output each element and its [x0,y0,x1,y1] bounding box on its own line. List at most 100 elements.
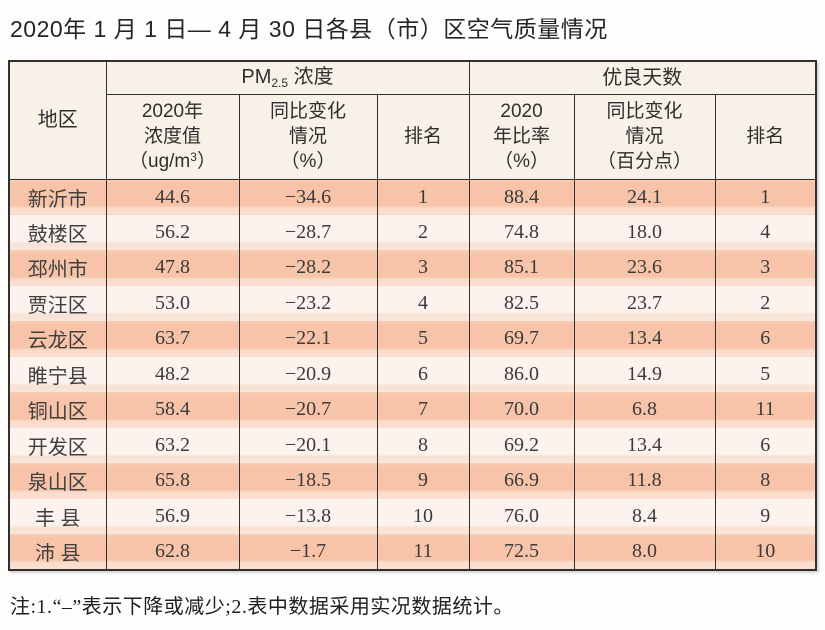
pm-change-cell: −1.7 [238,534,378,570]
days-change-cell: 8.4 [573,498,716,534]
pm-change-cell: −20.9 [238,356,378,392]
pm-value-cell: 65.8 [105,463,240,499]
pm-rank-cell: 5 [376,321,470,357]
days-rank-cell: 6 [714,321,817,357]
pm-change-cell: −20.7 [238,392,378,428]
pm-value-cell: 56.9 [105,498,240,534]
region-cell: 邳州市 [8,250,107,286]
days-rate-cell: 85.1 [468,250,575,286]
sub-header-row: 2020年 浓度值 （ug/m3） 同比变化 情况 （%） 排名 2020 年比… [9,93,817,180]
column-header-days-rate: 2020 年比率 （%） [468,93,575,180]
pm25-label: PM2.5 浓度 [241,65,334,90]
region-cell: 睢宁县 [8,356,107,392]
days-rate-cell: 82.5 [468,285,575,321]
days-rank-cell: 10 [714,534,817,570]
pm-change-cell: −22.1 [238,321,378,357]
pm-rank-cell: 1 [376,179,470,215]
table-row: 丰 县 56.9 −13.8 10 76.0 8.4 9 [8,498,817,534]
table-row: 邳州市 47.8 −28.2 3 85.1 23.6 3 [8,250,817,286]
days-rate-cell: 66.9 [468,463,575,499]
days-rank-cell: 6 [714,427,817,463]
region-cell: 贾汪区 [8,285,107,321]
pm-rank-cell: 11 [376,534,470,570]
days-rate-cell: 88.4 [468,179,575,215]
pm-value-cell: 48.2 [105,356,240,392]
days-rank-cell: 1 [714,179,817,215]
table-row: 鼓楼区 56.2 −28.7 2 74.8 18.0 4 [8,214,817,250]
days-change-cell: 14.9 [573,356,716,392]
days-rate-cell: 74.8 [468,214,575,250]
page-title: 2020年 1 月 1 日— 4 月 30 日各县（市）区空气质量情况 [10,16,608,42]
table-row: 睢宁县 48.2 −20.9 6 86.0 14.9 5 [8,356,817,392]
air-quality-table: 地区 PM2.5 浓度 优良天数 2020年 浓度值 （ug/m3） 同比变化 … [8,60,818,571]
days-rank-cell: 3 [714,250,817,286]
days-change-cell: 11.8 [573,463,716,499]
days-rank-cell: 4 [714,214,817,250]
days-rank-cell: 8 [714,463,817,499]
pm-change-cell: −18.5 [238,463,378,499]
column-header-pm-change: 同比变化 情况 （%） [238,93,378,180]
days-rank-cell: 11 [714,392,817,428]
pm-rank-cell: 9 [376,463,470,499]
pm-value-cell: 56.2 [105,214,240,250]
days-rate-cell: 76.0 [468,498,575,534]
table-row: 开发区 63.2 −20.1 8 69.2 13.4 6 [8,427,817,463]
table-row: 贾汪区 53.0 −23.2 4 82.5 23.7 2 [8,285,817,321]
days-change-cell: 24.1 [573,179,716,215]
pm-rank-cell: 10 [376,498,470,534]
region-cell: 铜山区 [8,392,107,428]
days-change-cell: 13.4 [573,427,716,463]
days-rate-cell: 69.7 [468,321,575,357]
days-rate-cell: 86.0 [468,356,575,392]
days-change-cell: 13.4 [573,321,716,357]
column-group-pm25: PM2.5 浓度 [105,60,470,95]
table-header: 地区 PM2.5 浓度 优良天数 2020年 浓度值 （ug/m3） 同比变化 … [8,60,817,180]
pm-rank-cell: 3 [376,250,470,286]
pm-change-cell: −13.8 [238,498,378,534]
pm-value-cell: 47.8 [105,250,240,286]
column-header-pm-value: 2020年 浓度值 （ug/m3） [105,93,240,180]
column-header-days-change: 同比变化 情况 （百分点） [573,93,716,180]
days-rate-cell: 72.5 [468,534,575,570]
pm-change-cell: −20.1 [238,427,378,463]
days-rank-cell: 2 [714,285,817,321]
pm-rank-cell: 7 [376,392,470,428]
days-change-cell: 18.0 [573,214,716,250]
pm-change-cell: −34.6 [238,179,378,215]
column-group-good-days: 优良天数 [468,60,817,95]
footnote: 注:1.“–”表示下降或减少;2.表中数据采用实况数据统计。 [10,595,514,618]
pm-value-cell: 63.2 [105,427,240,463]
group-header-row: 地区 PM2.5 浓度 优良天数 [8,60,817,180]
pm-change-cell: −28.2 [238,250,378,286]
pm-value-cell: 53.0 [105,285,240,321]
table-row: 云龙区 63.7 −22.1 5 69.7 13.4 6 [8,321,817,357]
pm-change-cell: −23.2 [238,285,378,321]
days-change-cell: 23.7 [573,285,716,321]
region-cell: 泉山区 [8,463,107,499]
region-cell: 丰 县 [8,498,107,534]
region-cell: 开发区 [8,427,107,463]
days-rank-cell: 5 [714,356,817,392]
column-header-days-rank: 排名 [714,93,817,180]
pm-value-cell: 58.4 [105,392,240,428]
pm-value-cell: 62.8 [105,534,240,570]
pm-rank-cell: 6 [376,356,470,392]
days-rate-cell: 70.0 [468,392,575,428]
column-header-region: 地区 [8,60,107,180]
pm-rank-cell: 4 [376,285,470,321]
region-cell: 云龙区 [8,321,107,357]
region-cell: 新沂市 [8,179,107,215]
pm-value-cell: 63.7 [105,321,240,357]
table-row: 沛 县 62.8 −1.7 11 72.5 8.0 10 [8,534,817,570]
region-cell: 鼓楼区 [8,214,107,250]
table-row: 铜山区 58.4 −20.7 7 70.0 6.8 11 [8,392,817,428]
table-row: 新沂市 44.6 −34.6 1 88.4 24.1 1 [8,179,817,215]
days-change-cell: 23.6 [573,250,716,286]
column-header-pm-rank: 排名 [376,93,470,180]
pm-change-cell: −28.7 [238,214,378,250]
pm-rank-cell: 2 [376,214,470,250]
days-change-cell: 6.8 [573,392,716,428]
pm-rank-cell: 8 [376,427,470,463]
days-rate-cell: 69.2 [468,427,575,463]
pm-value-cell: 44.6 [105,179,240,215]
